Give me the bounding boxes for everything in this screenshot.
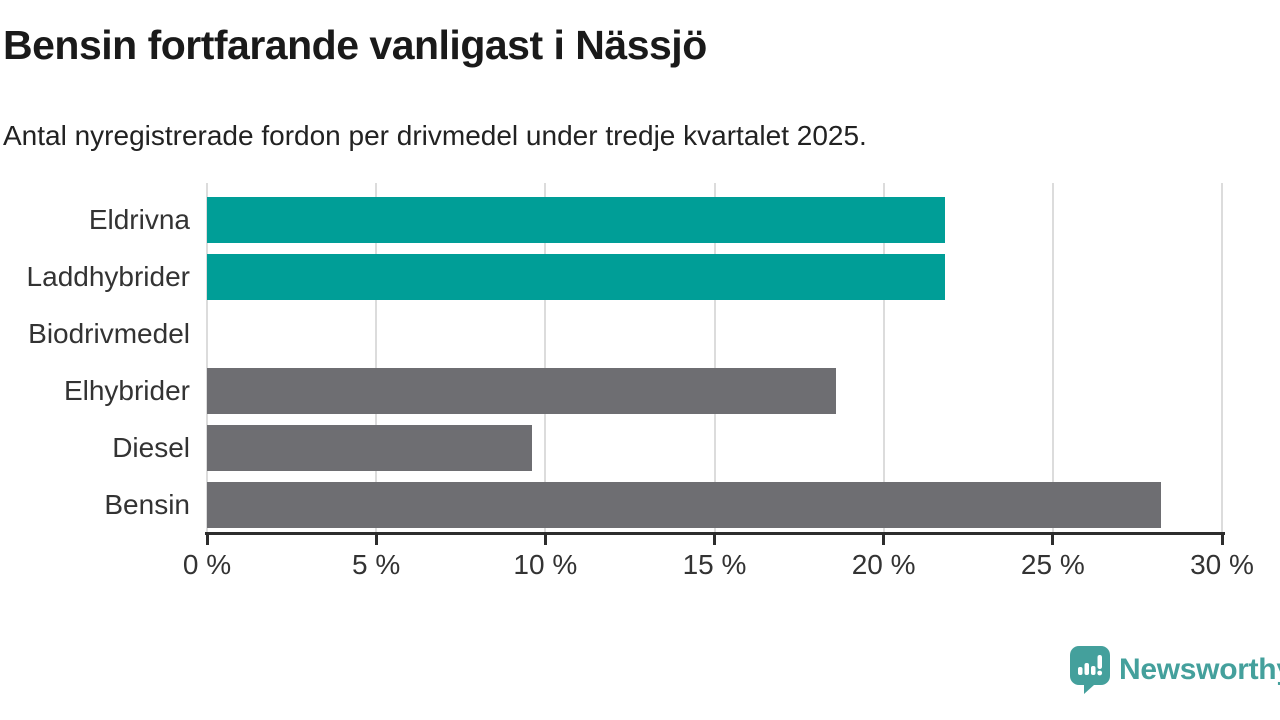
x-axis-tick-30 xyxy=(1220,532,1224,545)
x-axis-tick-0 xyxy=(205,532,209,545)
category-label-eldrivna: Eldrivna xyxy=(88,204,190,235)
category-label-diesel: Diesel xyxy=(112,432,190,463)
x-axis-tick-label-5: 5 % xyxy=(352,549,401,580)
x-axis-tick-25 xyxy=(1051,532,1055,545)
gridline-0 xyxy=(206,183,208,532)
gridline-25 xyxy=(1051,183,1054,532)
newsworthy-logo-icon xyxy=(1070,646,1110,694)
category-label-elhybrider: Elhybrider xyxy=(63,375,190,406)
x-axis-tick-15 xyxy=(713,532,716,545)
gridline-30 xyxy=(1221,183,1223,532)
gridline-20 xyxy=(882,183,885,532)
newsworthy-logo: Newsworthy xyxy=(1070,646,1280,694)
x-axis-tick-label-25: 25 % xyxy=(1020,549,1085,580)
x-axis-tick-label-15: 15 % xyxy=(682,549,747,580)
gridline-10 xyxy=(544,183,547,532)
x-axis-tick-label-10: 10 % xyxy=(513,549,578,580)
x-axis-tick-20 xyxy=(882,532,886,545)
category-label-laddhybrider: Laddhybrider xyxy=(26,261,190,292)
x-axis-tick-label-20: 20 % xyxy=(851,549,916,580)
x-axis-tick-label-0: 0 % xyxy=(182,549,232,580)
category-label-bensin: Bensin xyxy=(104,489,190,520)
x-axis-tick-5 xyxy=(374,532,378,545)
gridline-5 xyxy=(375,183,378,532)
gridline-15 xyxy=(713,183,716,532)
bar-bensin xyxy=(207,482,1162,528)
bar-eldrivna xyxy=(207,197,945,243)
bar-elhybrider xyxy=(207,368,837,414)
x-axis-tick-label-30: 30 % xyxy=(1190,549,1254,580)
chart-subtitle: Antal nyregistrerade fordon per drivmede… xyxy=(3,120,867,151)
bar-diesel xyxy=(207,425,532,471)
bar-laddhybrider xyxy=(207,254,945,300)
newsworthy-logo-text: Newsworthy xyxy=(1119,653,1280,686)
x-axis-tick-10 xyxy=(543,532,547,545)
chart-title: Bensin fortfarande vanligast i Nässjö xyxy=(3,22,707,68)
category-label-biodrivmedel: Biodrivmedel xyxy=(28,318,190,349)
